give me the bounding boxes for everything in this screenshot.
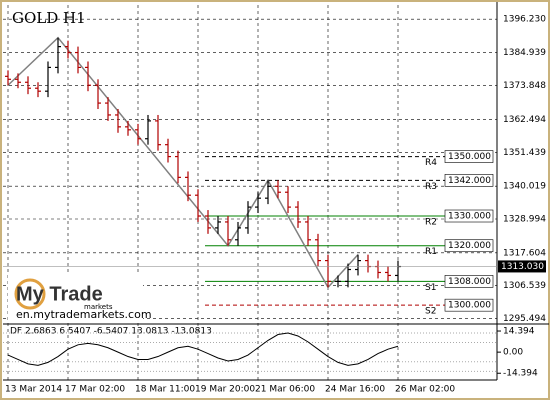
level-name: S1 xyxy=(425,283,436,293)
y-tick-label: 1340.019 xyxy=(503,182,546,192)
last-box xyxy=(498,260,546,273)
y-tick-label: 1306.539 xyxy=(503,281,546,291)
y-tick-label: 1351.439 xyxy=(503,148,546,158)
y-tick-label: 1295.494 xyxy=(503,314,546,324)
indicator-title: DF 2.6863 6.5407 -6.5407 13.0813 -13.081… xyxy=(10,327,212,337)
x-tick-label: 17 Mar 02:00 xyxy=(65,385,125,395)
y-tick-label: 0.00 xyxy=(503,348,523,358)
level-box xyxy=(444,209,494,223)
y-tick-label: -14.394 xyxy=(503,369,538,379)
y-tick-label: 1362.494 xyxy=(503,115,546,125)
chart-title: GOLD H1 xyxy=(12,9,86,27)
x-tick-label: 13 Mar 2014 xyxy=(5,385,62,395)
last-label: 1313.030 xyxy=(501,262,544,272)
level-name: S2 xyxy=(425,307,436,317)
level-box xyxy=(444,150,494,163)
y-tick-label: 14.394 xyxy=(503,327,535,337)
x-tick-label: 26 Mar 02:00 xyxy=(395,385,455,395)
indicator-line xyxy=(7,332,399,366)
x-tick-label: 18 Mar 11:00 xyxy=(135,385,195,395)
y-tick-label: 1373.848 xyxy=(503,81,546,91)
level-name: R4 xyxy=(425,158,437,168)
level-label: 1300.000 xyxy=(448,301,491,311)
level-box xyxy=(444,298,494,312)
level-label: 1308.000 xyxy=(448,277,491,287)
y-tick-label: 1396.230 xyxy=(503,15,546,25)
y-tick-label: 1384.939 xyxy=(503,48,546,58)
level-name: R3 xyxy=(425,182,437,192)
y-tick-label: 1317.604 xyxy=(503,248,546,258)
level-label: 1342.000 xyxy=(448,176,491,186)
logo-ring xyxy=(14,278,46,310)
level-name: R2 xyxy=(425,218,437,228)
logo: My Trade markets en.mytrademarkets.com xyxy=(8,275,152,321)
logo-name: My Trade xyxy=(16,283,103,305)
y-tick-label: 1328.994 xyxy=(503,214,546,224)
level-box xyxy=(444,239,494,253)
x-tick-label: 19 Mar 20:00 xyxy=(195,385,255,395)
level-box xyxy=(444,275,494,288)
level-label: 1320.000 xyxy=(448,241,491,251)
level-label: 1330.000 xyxy=(448,212,491,222)
x-tick-label: 24 Mar 16:00 xyxy=(325,385,385,395)
level-label: 1350.000 xyxy=(448,152,491,162)
logo-sub: markets xyxy=(84,303,113,311)
level-name: R1 xyxy=(425,247,437,257)
logo-url: en.mytrademarkets.com xyxy=(16,308,152,321)
logo-bg xyxy=(8,275,143,320)
x-tick-label: 21 Mar 06:00 xyxy=(255,385,315,395)
level-box xyxy=(444,174,494,187)
